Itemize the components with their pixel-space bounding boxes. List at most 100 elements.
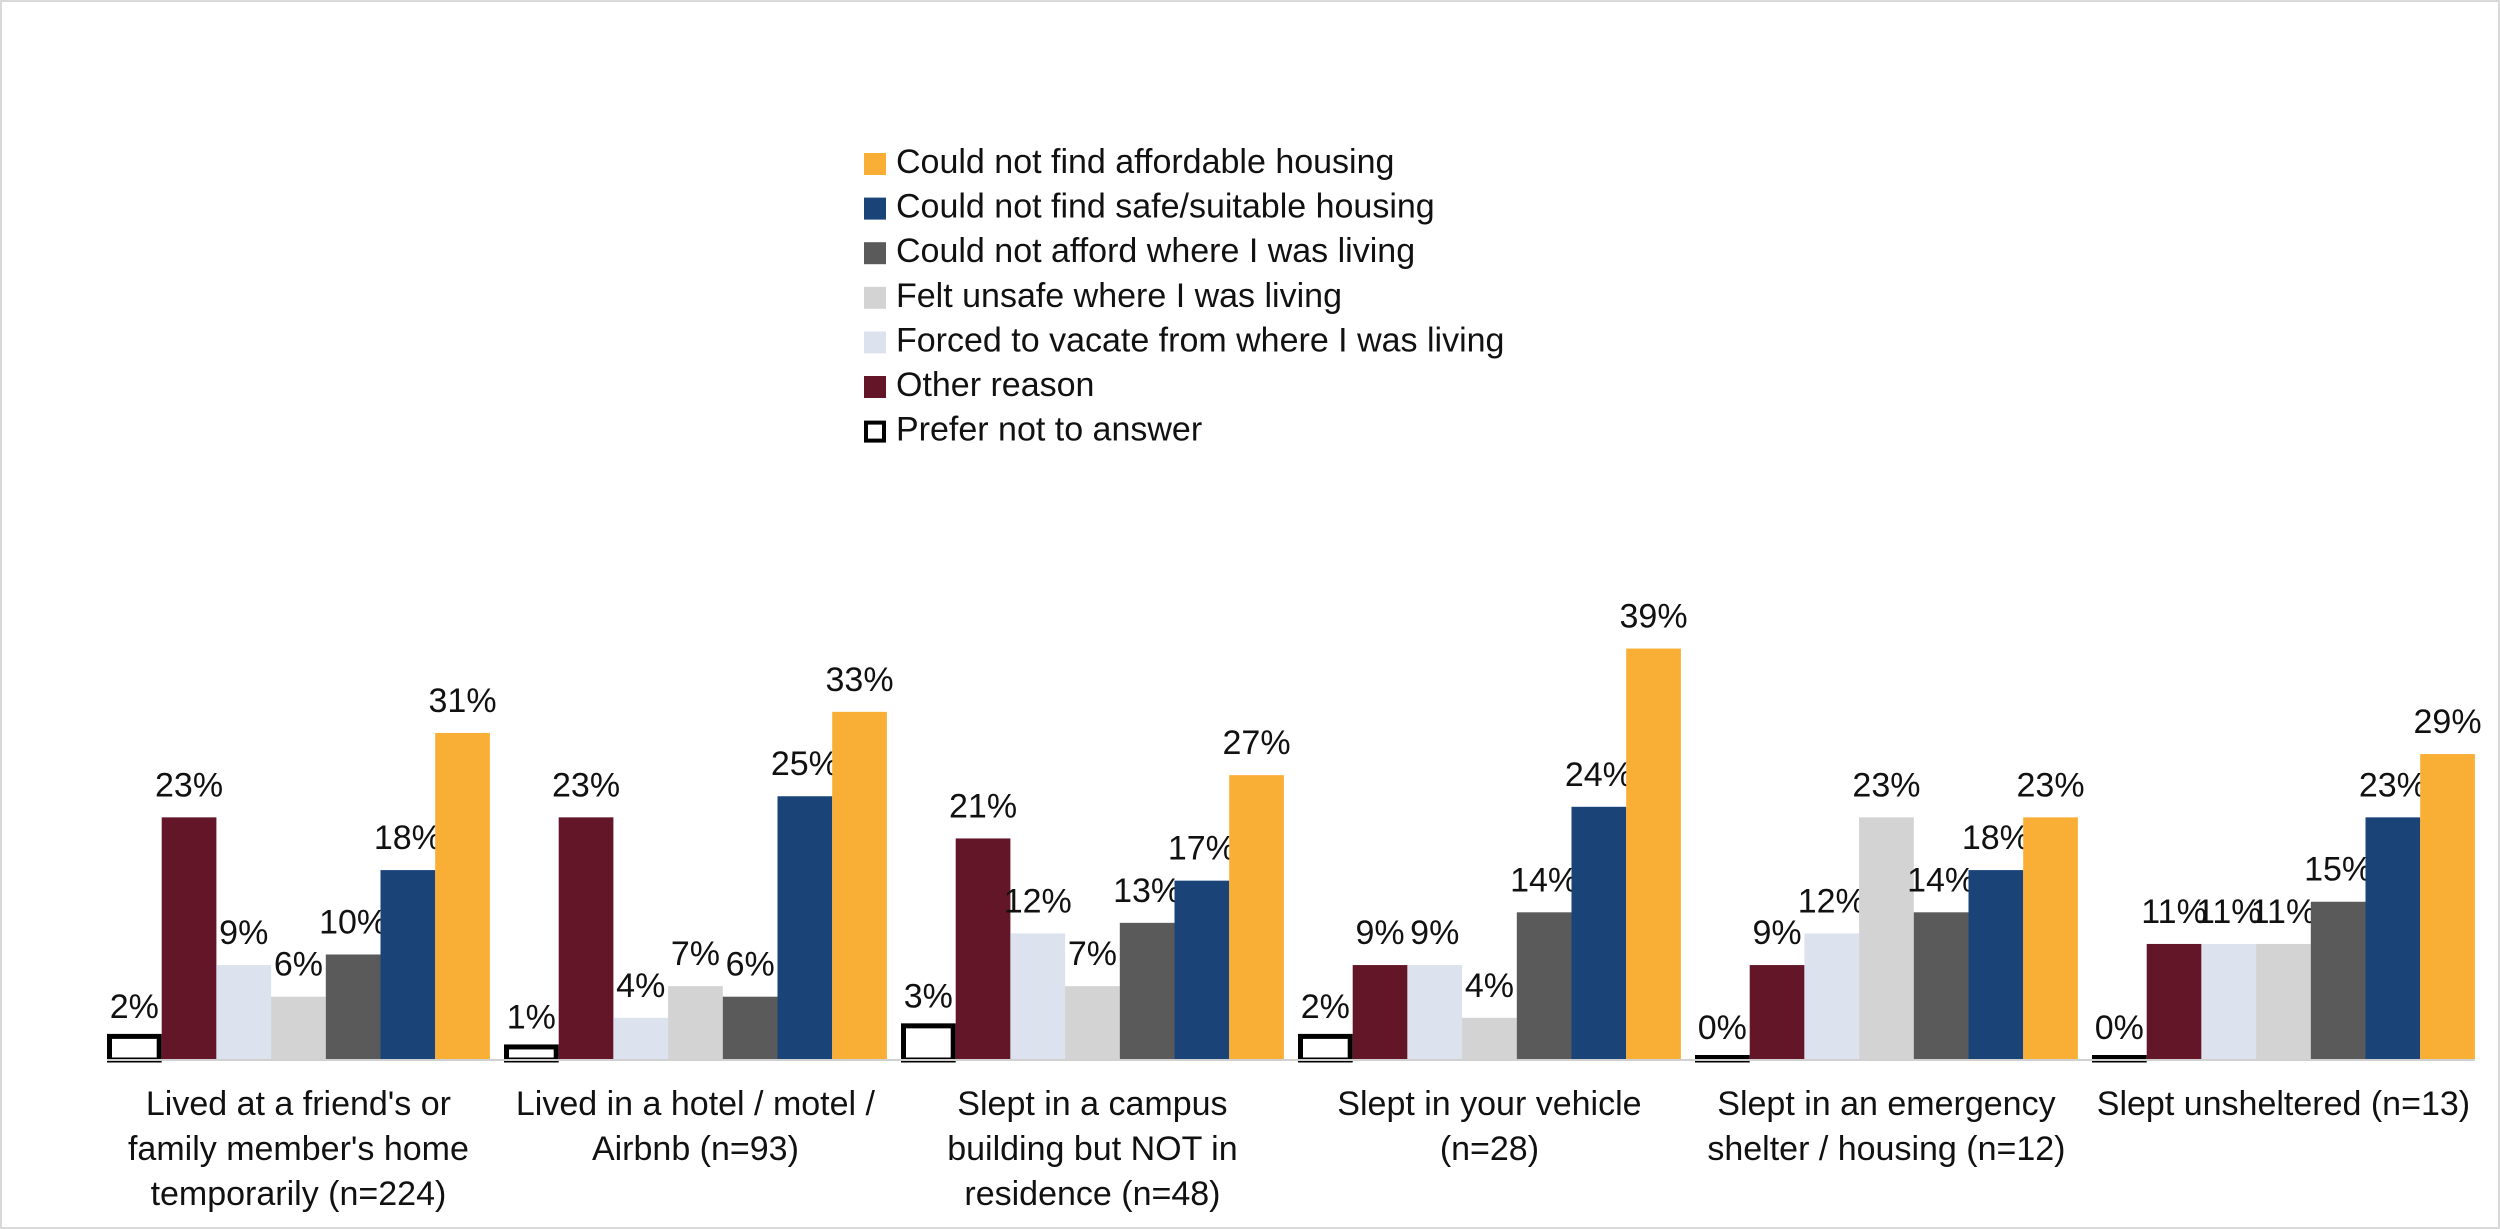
bar	[1749, 965, 1805, 1060]
bar	[504, 1044, 559, 1063]
legend-swatch	[864, 242, 886, 265]
bar	[1859, 817, 1914, 1060]
data-label: 10%	[319, 903, 387, 941]
bar	[1174, 880, 1230, 1060]
bar	[2310, 901, 2366, 1060]
bar	[2420, 754, 2475, 1060]
data-label: 15%	[2304, 851, 2372, 889]
legend-label: Forced to vacate from where I was living	[896, 321, 1504, 359]
bar	[901, 1023, 956, 1063]
data-label: 18%	[374, 819, 442, 857]
category-label: Slept in a campus building but NOT in re…	[947, 1085, 1238, 1213]
category-label: Slept unsheltered (n=13)	[2096, 1085, 2471, 1123]
data-label: 9%	[1355, 914, 1404, 952]
data-label: 9%	[219, 914, 268, 952]
bar	[107, 1033, 162, 1063]
bar	[1065, 986, 1120, 1060]
category-label: Lived at a friend's or family member's h…	[127, 1085, 469, 1213]
legend-swatch	[864, 197, 886, 220]
bar	[1229, 775, 1284, 1060]
data-label: 29%	[2414, 703, 2482, 741]
bar	[2365, 817, 2421, 1060]
bar	[1010, 933, 1066, 1060]
data-label: 27%	[1223, 724, 1291, 762]
bar	[2146, 943, 2202, 1060]
bar	[325, 954, 381, 1060]
data-label: 2%	[1301, 988, 1350, 1026]
data-label: 23%	[2017, 766, 2085, 804]
bar	[435, 732, 490, 1060]
bar	[2023, 817, 2078, 1060]
bar	[1913, 912, 1969, 1060]
data-label: 14%	[1907, 861, 1975, 899]
bar	[1516, 912, 1572, 1060]
bar	[271, 996, 326, 1060]
bar	[613, 1017, 669, 1060]
data-label: 12%	[1004, 882, 1072, 920]
category-label: Lived in a hotel / motel / Airbnb (n=93)	[515, 1085, 875, 1168]
bar	[722, 996, 778, 1060]
legend-swatch	[864, 286, 886, 309]
legend-swatch	[864, 331, 886, 354]
data-label: 11%	[2141, 893, 2207, 931]
data-label: 33%	[826, 661, 894, 699]
bar	[161, 817, 217, 1060]
data-label: 12%	[1798, 882, 1866, 920]
data-label: 25%	[771, 745, 839, 783]
data-label: 0%	[1698, 1009, 1747, 1047]
data-label: 23%	[552, 766, 620, 804]
bar	[1119, 922, 1175, 1060]
bar	[1407, 965, 1463, 1060]
legend-label: Other reason	[896, 366, 1094, 404]
bar	[558, 817, 614, 1060]
data-label: 11%	[2196, 893, 2262, 931]
data-label: 24%	[1565, 756, 1633, 794]
data-label: 9%	[1410, 914, 1459, 952]
bar	[2201, 943, 2257, 1060]
legend-swatch	[864, 420, 886, 443]
bar	[832, 711, 887, 1060]
bar	[380, 870, 436, 1060]
category-label: Slept in an emergency shelter / housing …	[1707, 1085, 2066, 1168]
bar	[1571, 806, 1627, 1060]
data-label: 3%	[904, 977, 953, 1015]
bar	[1626, 648, 1681, 1060]
data-label: 7%	[671, 935, 720, 973]
bar	[216, 965, 272, 1060]
data-label: 4%	[1465, 967, 1514, 1005]
data-label: 39%	[1620, 598, 1688, 636]
legend-swatch	[864, 153, 886, 175]
bar	[1352, 965, 1408, 1060]
data-label: 1%	[507, 998, 556, 1036]
data-label: 31%	[429, 682, 497, 720]
data-label: 6%	[726, 946, 775, 984]
data-label: 23%	[1852, 766, 1920, 804]
data-label: 11%	[2251, 893, 2317, 931]
data-label: 7%	[1068, 935, 1117, 973]
bar	[668, 986, 723, 1060]
data-label: 14%	[1510, 861, 1578, 899]
bar	[2256, 943, 2311, 1060]
bar	[1804, 933, 1860, 1060]
legend-swatch	[864, 376, 886, 398]
data-label: 4%	[616, 967, 665, 1005]
bar	[1968, 870, 2024, 1060]
bar	[777, 796, 833, 1060]
data-label: 17%	[1168, 830, 1236, 868]
legend-label: Could not find safe/suitable housing	[896, 188, 1435, 226]
data-label: 9%	[1752, 914, 1801, 952]
legend-label: Prefer not to answer	[896, 411, 1202, 449]
data-label: 0%	[2095, 1009, 2144, 1047]
bar	[955, 838, 1011, 1060]
data-label: 23%	[155, 766, 223, 804]
bar	[1462, 1017, 1517, 1060]
data-label: 6%	[274, 946, 323, 984]
category-label: Slept in your vehicle (n=28)	[1337, 1085, 1642, 1168]
data-label: 18%	[1962, 819, 2030, 857]
legend-label: Felt unsafe where I was living	[896, 277, 1342, 315]
data-label: 13%	[1113, 872, 1181, 910]
legend-label: Could not afford where I was living	[896, 232, 1415, 270]
